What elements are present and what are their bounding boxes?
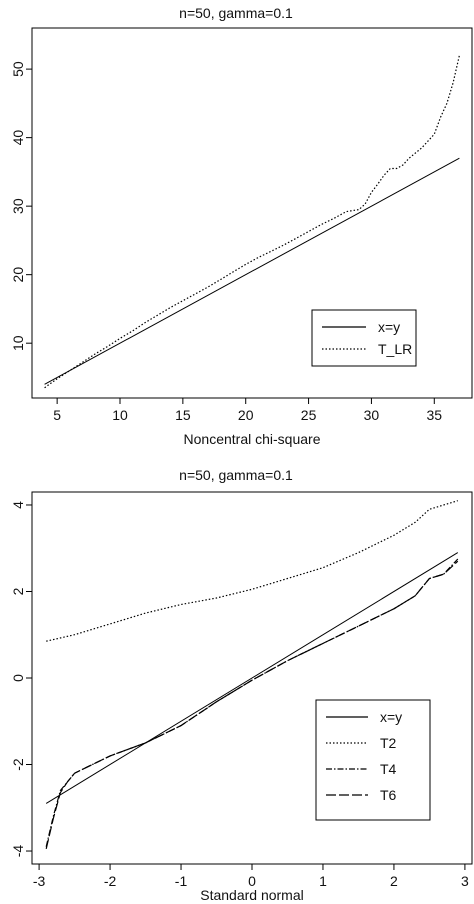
chart-1-series — [44, 55, 460, 389]
chart-1-x-tick-label: 10 — [112, 407, 128, 423]
chart-2-x-tick-label: -2 — [104, 873, 117, 889]
chart-1-x-tick-label: 15 — [175, 407, 191, 423]
chart-1-x-tick-label: 25 — [301, 407, 317, 423]
chart-2-x-ticks: -3 -2 -1 0 1 2 3 — [33, 864, 469, 889]
chart-2-legend-box — [315, 699, 431, 821]
chart-1-legend-box — [311, 309, 417, 367]
chart-1-y-tick-label: 50 — [10, 61, 26, 77]
chart-1-y-tick-label: 30 — [10, 198, 26, 214]
chart-2-x-tick-label: -3 — [33, 873, 46, 889]
chart-2-x-tick-label: -1 — [175, 873, 188, 889]
chart-2-x-tick-label: 2 — [390, 873, 398, 889]
chart-2-x-tick-label: 0 — [248, 873, 256, 889]
chart-2-legend-label-x-eq-y: x=y — [380, 709, 402, 725]
chart-2-x-tick-label: 3 — [461, 873, 469, 889]
chart-1-x-tick-label: 35 — [426, 407, 442, 423]
chart-2-series-t2-line — [46, 500, 458, 642]
chart-2: n=50, gamma=0.1 -3 -2 -1 0 1 2 3 -4 -2 0 2 4 Stand… — [10, 467, 473, 903]
chart-1-plot-frame — [31, 27, 473, 399]
chart-2-y-tick-label: -4 — [10, 845, 26, 858]
chart-2-y-tick-label: -2 — [10, 758, 26, 771]
chart-1-x-ticks: 5 10 15 20 25 30 35 — [53, 398, 442, 423]
chart-1-y-tick-label: 20 — [10, 267, 26, 283]
chart-1-y-tick-label: 10 — [10, 335, 26, 351]
chart-1-x-tick-label: 20 — [238, 407, 254, 423]
chart-2-series-t6-line — [45, 560, 459, 850]
chart-1-x-tick-label: 5 — [53, 407, 61, 423]
chart-2-x-tick-label: 1 — [319, 873, 327, 889]
chart-2-y-tick-label: 2 — [10, 587, 26, 595]
chart-2-y-tick-label: 0 — [10, 674, 26, 682]
chart-1: n=50, gamma=0.1 5 10 15 20 25 30 35 10 20 30 40 50… — [10, 5, 473, 447]
chart-2-legend-label-t6: T6 — [380, 787, 397, 803]
chart-1-x-tick-label: 30 — [364, 407, 380, 423]
chart-2-series-x-y-line — [45, 552, 459, 804]
chart-2-title: n=50, gamma=0.1 — [179, 467, 293, 483]
chart-2-x-axis-label: Standard normal — [200, 887, 304, 903]
chart-1-legend-label-t-lr: T_LR — [378, 341, 412, 357]
chart-2-legend-label-t4: T4 — [380, 761, 397, 777]
chart-2-series — [45, 500, 459, 850]
chart-1-legend: x=y T_LR — [311, 309, 417, 367]
chart-2-y-tick-label: 4 — [10, 501, 26, 509]
chart-1-y-ticks: 10 20 30 40 50 — [10, 61, 32, 351]
chart-2-y-ticks: -4 -2 0 2 4 — [10, 501, 32, 857]
chart-1-y-tick-label: 40 — [10, 130, 26, 146]
chart-1-title: n=50, gamma=0.1 — [179, 5, 293, 21]
chart-1-series-x-y-line — [44, 157, 460, 385]
chart-1-legend-label-x-eq-y: x=y — [378, 319, 400, 335]
chart-1-x-axis-label: Noncentral chi-square — [184, 431, 321, 447]
chart-2-legend-label-t2: T2 — [380, 735, 397, 751]
chart-2-legend: x=y T2 T4 T6 — [315, 699, 431, 821]
